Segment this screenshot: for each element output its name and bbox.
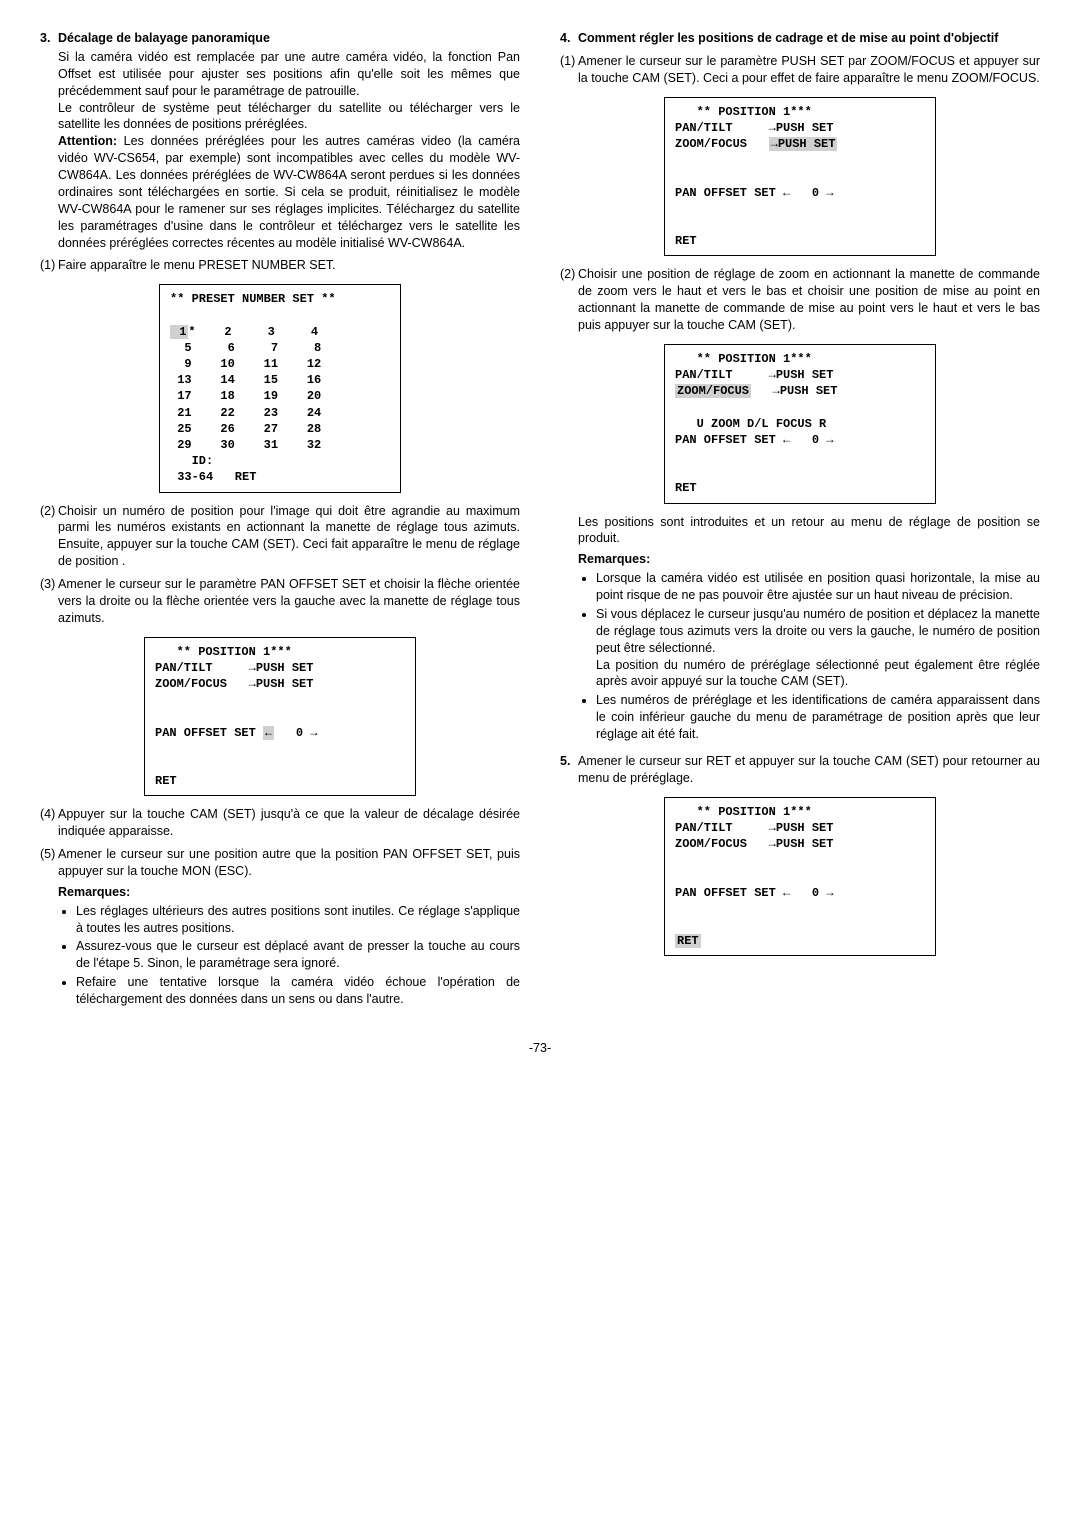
screen-line: U ZOOM D/L FOCUS R	[675, 417, 826, 431]
screen-line: ZOOM/FOCUS	[675, 137, 769, 151]
screen-row: ID:	[170, 454, 213, 468]
heading-number: 3.	[40, 30, 58, 47]
highlighted-text: →PUSH SET	[769, 137, 838, 151]
screen-line: PAN/TILT →PUSH SET	[675, 121, 833, 135]
position-screen-2: ** POSITION 1*** PAN/TILT →PUSH SET ZOOM…	[664, 344, 936, 504]
position-screen-1: ** POSITION 1*** PAN/TILT →PUSH SET ZOOM…	[664, 97, 936, 257]
screen-row: 17 18 19 20	[170, 389, 321, 403]
screen-row: 5 6 7 8	[170, 341, 321, 355]
highlighted-text: RET	[675, 934, 701, 948]
highlighted-arrow: ←	[263, 726, 274, 740]
screen-line: PAN/TILT →PUSH SET	[675, 368, 833, 382]
step-text: Amener le curseur sur le paramètre PAN O…	[58, 576, 520, 627]
remarks-title: Remarques:	[58, 884, 520, 901]
step-number: (3)	[40, 576, 58, 627]
step-text: Choisir un numéro de position pour l'ima…	[58, 503, 520, 571]
page-footer: -73-	[40, 1040, 1040, 1057]
section-5: 5. Amener le curseur sur RET et appuyer …	[560, 753, 1040, 787]
step-1: (1) Faire apparaître le menu PRESET NUMB…	[40, 257, 520, 274]
remarks-title: Remarques:	[578, 551, 1040, 568]
remark-item: Les numéros de préréglage et les identif…	[596, 692, 1040, 743]
section-4-heading: 4.Comment régler les positions de cadrag…	[560, 30, 1040, 47]
highlighted-text: ZOOM/FOCUS	[675, 384, 751, 398]
step-text: Faire apparaître le menu PRESET NUMBER S…	[58, 257, 520, 274]
screen-row: 9 10 11 12	[170, 357, 321, 371]
heading-title: Décalage de balayage panoramique	[58, 31, 270, 45]
step-text: Amener le curseur sur une position autre…	[58, 846, 520, 880]
screen-line: ** POSITION 1***	[155, 645, 292, 659]
paragraph: Le contrôleur de système peut télécharge…	[58, 100, 520, 134]
step-2: (2) Choisir un numéro de position pour l…	[40, 503, 520, 571]
screen-title: ** PRESET NUMBER SET **	[170, 292, 336, 306]
screen-line: PAN/TILT →PUSH SET	[675, 821, 833, 835]
position-screen-a: ** POSITION 1*** PAN/TILT →PUSH SET ZOOM…	[144, 637, 416, 797]
screen-row: 29 30 31 32	[170, 438, 321, 452]
screen-line: →PUSH SET	[751, 384, 837, 398]
step-text: Appuyer sur la touche CAM (SET) jusqu'à …	[58, 806, 520, 840]
screen-line: ZOOM/FOCUS →PUSH SET	[675, 837, 833, 851]
screen-line: PAN OFFSET SET ← 0 →	[675, 186, 833, 200]
screen-row: 21 22 23 24	[170, 406, 321, 420]
remarks-list: Lorsque la caméra vidéo est utilisée en …	[560, 570, 1040, 743]
step-number: 5.	[560, 753, 578, 787]
screen-line: RET	[155, 774, 177, 788]
screen-line: RET	[675, 481, 697, 495]
step-number: (1)	[40, 257, 58, 274]
screen-row: 25 26 27 28	[170, 422, 321, 436]
screen-line: ** POSITION 1***	[675, 805, 812, 819]
screen-line: ** POSITION 1***	[675, 105, 812, 119]
position-screen-3: ** POSITION 1*** PAN/TILT →PUSH SET ZOOM…	[664, 797, 936, 957]
heading-title: Comment régler les positions de cadrage …	[578, 31, 998, 45]
remark-item: Si vous déplacez le curseur jusqu'au num…	[596, 606, 1040, 690]
step-5: (5) Amener le curseur sur une position a…	[40, 846, 520, 880]
step-3: (3) Amener le curseur sur le paramètre P…	[40, 576, 520, 627]
right-column: 4.Comment régler les positions de cadrag…	[560, 30, 1040, 1010]
screen-row: 13 14 15 16	[170, 373, 321, 387]
remark-item: Assurez-vous que le curseur est déplacé …	[76, 938, 520, 972]
remark-item: Lorsque la caméra vidéo est utilisée en …	[596, 570, 1040, 604]
left-column: 3.Décalage de balayage panoramique Si la…	[40, 30, 520, 1010]
step-number: (2)	[560, 266, 578, 334]
step-text: Amener le curseur sur RET et appuyer sur…	[578, 753, 1040, 787]
step-number: (5)	[40, 846, 58, 880]
screen-line: PAN/TILT →	[155, 661, 256, 675]
paragraph: Si la caméra vidéo est remplacée par une…	[58, 49, 520, 100]
remark-item: Refaire une tentative lorsque la caméra …	[76, 974, 520, 1008]
section-3-heading: 3.Décalage de balayage panoramique	[40, 30, 520, 47]
paragraph: Les positions sont introduites et un ret…	[578, 514, 1040, 548]
step-number: (1)	[560, 53, 578, 87]
step-2: (2) Choisir une position de réglage de z…	[560, 266, 1040, 334]
step-text: Choisir une position de réglage de zoom …	[578, 266, 1040, 334]
screen-line: 0 →	[274, 726, 317, 740]
step-number: (2)	[40, 503, 58, 571]
screen-row: 33-64 RET	[170, 470, 256, 484]
attention-text: Les données préréglées pour les autres c…	[58, 134, 520, 249]
screen-line: PUSH SET	[256, 661, 314, 675]
step-text: Amener le curseur sur le paramètre PUSH …	[578, 53, 1040, 87]
step-number: (4)	[40, 806, 58, 840]
highlighted-cell: 1	[170, 325, 188, 339]
screen-line: PAN OFFSET SET ← 0 →	[675, 433, 833, 447]
step-4: (4) Appuyer sur la touche CAM (SET) jusq…	[40, 806, 520, 840]
preset-number-screen: ** PRESET NUMBER SET ** 1* 2 3 4 5 6 7 8…	[159, 284, 401, 492]
screen-line: PAN OFFSET SET ← 0 →	[675, 886, 833, 900]
screen-line: RET	[675, 234, 697, 248]
step-number-bold: 5.	[560, 754, 570, 768]
screen-line: ZOOM/FOCUS →PUSH SET	[155, 677, 313, 691]
screen-line: PAN OFFSET SET	[155, 726, 263, 740]
heading-number: 4.	[560, 30, 578, 47]
remarks-list: Les réglages ultérieurs des autres posit…	[40, 903, 520, 1008]
step-1: (1) Amener le curseur sur le paramètre P…	[560, 53, 1040, 87]
remark-item: Les réglages ultérieurs des autres posit…	[76, 903, 520, 937]
screen-line: ** POSITION 1***	[675, 352, 812, 366]
attention-block: Attention: Les données préréglées pour l…	[58, 133, 520, 251]
attention-label: Attention:	[58, 134, 117, 148]
